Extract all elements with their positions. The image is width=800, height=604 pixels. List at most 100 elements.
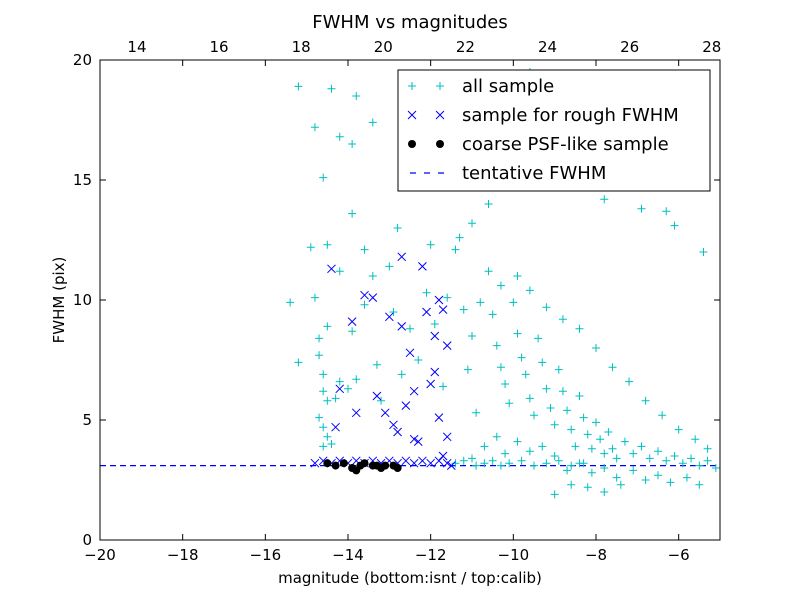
sample-for-rough-fwhm-point xyxy=(397,252,407,262)
all-sample-point xyxy=(406,324,414,333)
all-sample-point xyxy=(678,459,687,468)
sample-for-rough-fwhm-point xyxy=(418,262,427,271)
all-sample-point xyxy=(513,272,522,280)
sample-for-rough-fwhm-point xyxy=(401,401,411,410)
all-sample-point xyxy=(385,262,394,271)
sample-for-rough-fwhm-point xyxy=(327,264,336,274)
all-sample-point xyxy=(443,293,452,302)
all-sample-point xyxy=(315,334,324,343)
all-sample-point xyxy=(654,471,662,480)
all-sample-point xyxy=(327,84,336,93)
all-sample-point xyxy=(563,406,572,415)
all-sample-point xyxy=(637,204,646,213)
all-sample-point xyxy=(592,418,600,427)
all-sample-point xyxy=(703,444,712,453)
x-tick-label: −16 xyxy=(250,546,282,564)
coarse-psf-like-sample-point xyxy=(331,461,340,470)
all-sample-point xyxy=(542,384,551,393)
sample-for-rough-fwhm-point xyxy=(384,312,394,322)
sample-for-rough-fwhm-point xyxy=(438,305,448,314)
all-sample-point xyxy=(509,298,518,307)
legend-label-sample-for-rough-fwhm: sample for rough FWHM xyxy=(462,105,679,126)
all-sample-point xyxy=(352,92,361,100)
all-sample-point xyxy=(468,219,476,228)
all-sample-point xyxy=(550,490,559,499)
all-sample-point xyxy=(319,387,328,396)
all-sample-point xyxy=(480,442,489,451)
all-sample-point xyxy=(286,298,295,307)
all-sample-point xyxy=(480,459,489,468)
x2-tick-label: 26 xyxy=(620,38,639,56)
all-sample-point xyxy=(496,363,505,372)
all-sample-point xyxy=(546,404,555,412)
all-sample-point xyxy=(682,473,691,482)
sample-for-rough-fwhm-point xyxy=(442,458,452,468)
all-sample-point xyxy=(525,394,534,403)
sample-for-rough-fwhm-point xyxy=(368,293,378,302)
x2-tick-label: 28 xyxy=(702,38,721,56)
sample-for-rough-fwhm-point xyxy=(393,427,402,437)
all-sample-point xyxy=(641,476,650,484)
all-sample-point xyxy=(575,324,584,333)
all-sample-point xyxy=(703,456,712,465)
sample-for-rough-fwhm-point xyxy=(389,420,398,430)
sample-for-rough-fwhm-point xyxy=(335,384,345,394)
all-sample-point xyxy=(331,394,340,403)
all-sample-point xyxy=(637,442,646,451)
legend-label-coarse-psf-like-sample: coarse PSF-like sample xyxy=(462,134,669,155)
all-sample-point xyxy=(558,387,567,396)
all-sample-point xyxy=(699,248,708,256)
all-sample-point xyxy=(554,456,563,465)
sample-for-rough-fwhm-point xyxy=(310,458,320,468)
all-sample-point xyxy=(476,298,485,307)
x2-tick-label: 20 xyxy=(374,38,393,56)
all-sample-point xyxy=(600,488,609,496)
y-tick-label: 10 xyxy=(73,291,92,309)
chart-title: FWHM vs magnitudes xyxy=(312,12,507,33)
all-sample-point xyxy=(323,322,332,331)
all-sample-point xyxy=(579,459,588,468)
y-tick-label: 0 xyxy=(82,531,92,549)
all-sample-point xyxy=(583,483,592,492)
all-sample-point xyxy=(484,200,493,208)
all-sample-point xyxy=(335,377,344,386)
all-sample-point xyxy=(525,447,534,456)
all-sample-point xyxy=(670,452,679,460)
all-sample-point xyxy=(496,281,505,290)
all-sample-point xyxy=(468,454,476,463)
all-sample-point xyxy=(335,132,344,141)
x-tick-label: −10 xyxy=(498,546,530,564)
x2-tick-label: 24 xyxy=(538,38,557,56)
legend-label-tentative-fwhm: tentative FWHM xyxy=(462,163,606,184)
all-sample-point xyxy=(488,456,497,465)
all-sample-point xyxy=(554,365,563,374)
y-tick-label: 5 xyxy=(82,411,92,429)
sample-for-rough-fwhm-point xyxy=(422,307,431,317)
all-sample-point xyxy=(666,478,675,487)
all-sample-point xyxy=(422,288,431,297)
sample-for-rough-fwhm-point xyxy=(372,391,382,401)
sample-for-rough-fwhm-point xyxy=(397,322,407,331)
all-sample-point xyxy=(426,240,435,249)
all-sample-point xyxy=(629,449,638,458)
all-sample-point xyxy=(348,327,357,336)
x-axis-label: magnitude (bottom:isnt / top:calib) xyxy=(278,569,542,587)
all-sample-point xyxy=(505,399,514,408)
all-sample-point xyxy=(600,195,609,204)
sample-for-rough-fwhm-point xyxy=(380,408,390,418)
legend: all sample sample for rough FWHM coarse PS… xyxy=(397,69,711,192)
all-sample-point xyxy=(348,140,357,148)
all-sample-point xyxy=(600,449,609,458)
legend-swatch-sample-for-rough-fwhm xyxy=(435,110,445,120)
legend-swatch-all-sample xyxy=(408,82,416,90)
all-sample-point xyxy=(662,207,671,216)
all-sample-point xyxy=(530,411,538,420)
x2-tick-label: 14 xyxy=(127,38,146,56)
sample-for-rough-fwhm-point xyxy=(360,290,369,300)
all-sample-point xyxy=(319,423,328,432)
all-sample-point xyxy=(587,444,596,453)
all-sample-point xyxy=(608,444,617,453)
all-sample-point xyxy=(368,118,377,127)
y-tick-label: 20 xyxy=(73,51,92,69)
coarse-psf-like-sample-point xyxy=(381,461,390,470)
